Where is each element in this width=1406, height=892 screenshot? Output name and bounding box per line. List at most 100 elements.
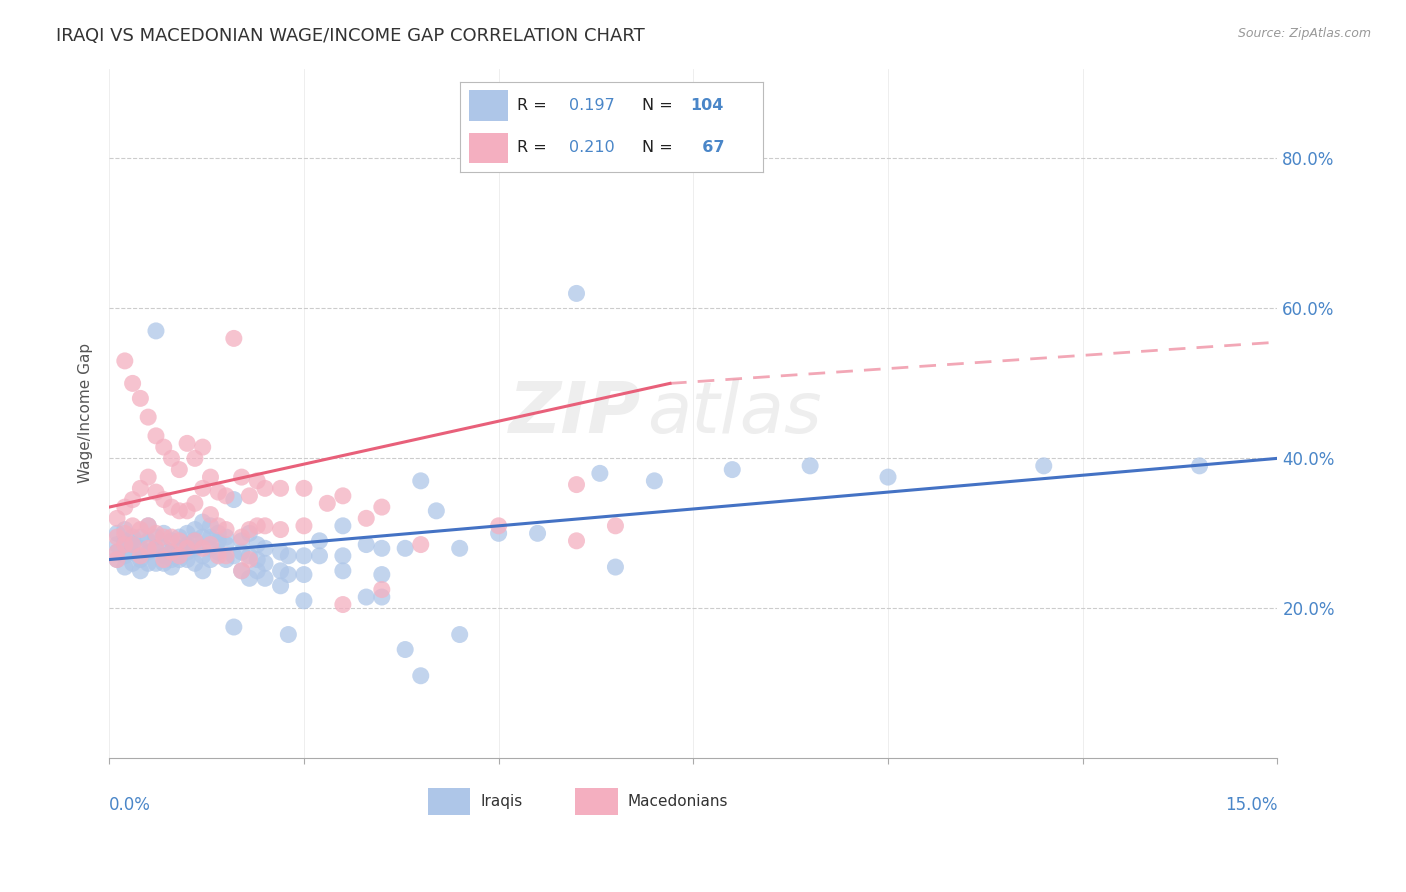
Point [605,560,627,574]
Point [129,481,152,495]
Point [238,523,260,537]
Point [253,557,276,571]
Text: 0.0%: 0.0% [110,797,150,814]
Point [231,564,253,578]
Point [721,462,744,476]
Point [114,538,136,552]
Point [565,286,588,301]
Point [238,552,260,566]
Point [114,523,136,537]
Point [169,549,191,563]
Point [526,526,548,541]
Point [184,541,207,556]
Point [277,567,299,582]
Point [176,552,198,566]
Point [169,504,191,518]
Point [152,530,174,544]
Point [270,481,292,495]
Point [488,518,510,533]
Point [409,669,432,683]
Point [136,533,159,548]
Point [246,552,269,566]
Point [207,518,229,533]
Point [371,567,394,582]
Point [129,530,152,544]
Point [371,590,394,604]
Point [292,549,315,563]
Point [394,541,416,556]
Point [207,545,229,559]
Point [136,518,159,533]
Point [105,545,128,559]
Point [136,545,159,559]
Point [114,560,136,574]
Point [121,376,143,391]
Point [215,530,238,544]
Point [253,481,276,495]
Point [136,541,159,556]
Point [425,504,447,518]
Point [207,549,229,563]
Point [129,552,152,566]
Y-axis label: Wage/Income Gap: Wage/Income Gap [79,343,93,483]
Point [643,474,665,488]
Point [145,541,167,556]
Point [160,545,183,559]
Point [277,549,299,563]
Point [176,538,198,552]
Point [129,549,152,563]
Point [207,526,229,541]
Point [565,477,588,491]
Point [160,451,183,466]
Point [160,552,183,566]
Point [129,541,152,556]
Point [238,526,260,541]
Point [105,511,128,525]
Point [114,500,136,514]
Point [200,508,222,522]
Point [877,470,900,484]
Point [160,545,183,559]
Point [207,533,229,548]
Point [145,541,167,556]
Point [152,549,174,563]
Point [354,538,377,552]
Point [488,526,510,541]
Point [222,331,245,345]
Point [114,526,136,541]
Point [184,533,207,548]
Point [145,429,167,443]
Point [409,538,432,552]
Point [215,538,238,552]
Point [231,470,253,484]
Point [121,530,143,544]
Point [191,481,214,495]
Point [215,552,238,566]
Point [114,354,136,368]
Point [222,620,245,634]
Point [176,504,198,518]
Point [589,467,612,481]
Point [292,518,315,533]
Point [136,470,159,484]
Point [332,598,354,612]
Point [1188,458,1211,473]
Point [160,560,183,574]
Point [246,564,269,578]
Point [184,523,207,537]
Point [191,549,214,563]
Point [191,440,214,454]
Point [222,549,245,563]
Point [160,500,183,514]
Point [270,579,292,593]
Point [1032,458,1054,473]
Point [238,489,260,503]
Point [332,564,354,578]
Point [105,545,128,559]
Point [371,500,394,514]
Point [200,538,222,552]
Point [292,481,315,495]
Point [176,526,198,541]
Point [449,627,471,641]
Point [129,564,152,578]
